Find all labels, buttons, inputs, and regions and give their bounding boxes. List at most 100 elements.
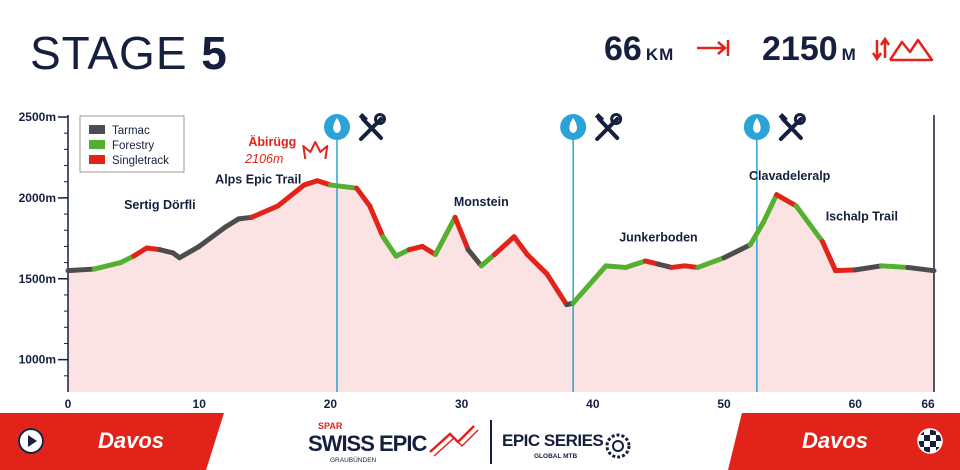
screwdriver-tip <box>594 113 605 123</box>
profile-line-layer <box>65 178 937 308</box>
logo-separator <box>490 420 492 464</box>
x-tick-label: 20 <box>324 397 338 411</box>
stage-number: 5 <box>201 27 228 79</box>
profile-segment <box>432 214 458 257</box>
legend: Tarmac Forestry Singletrack <box>79 115 185 173</box>
profile-segment <box>603 263 629 270</box>
profile-segment <box>222 216 242 230</box>
profile-segment <box>833 267 858 274</box>
profile-segment <box>760 192 780 225</box>
wrench-head <box>793 113 806 125</box>
x-tick-label: 40 <box>586 397 600 411</box>
place-label: Sertig Dörfli <box>124 198 196 212</box>
profile-segment <box>419 243 438 257</box>
profile-segment <box>793 203 825 245</box>
profile-area <box>68 180 934 392</box>
legend-label: Tarmac <box>112 125 150 137</box>
legend-swatch <box>89 140 105 149</box>
distance-stat: 66 KM <box>604 30 674 69</box>
svg-text:SWISS EPIC: SWISS EPIC <box>308 431 427 456</box>
stage-word: STAGE <box>30 27 188 79</box>
x-tick-label: 30 <box>455 397 469 411</box>
x-tick-label: 50 <box>717 397 731 411</box>
profile-segment <box>275 182 307 209</box>
tools-icon <box>358 113 386 141</box>
play-circle-icon <box>18 428 44 454</box>
wrench-head <box>373 113 386 125</box>
elevation-stat: 2150 M <box>762 30 857 69</box>
x-tick-label: 60 <box>849 397 863 411</box>
profile-segment <box>354 185 373 209</box>
summit-name: Äbirügg <box>248 134 296 149</box>
profile-segment <box>177 243 202 261</box>
profile-segment <box>774 192 799 209</box>
profile-segment <box>465 247 484 269</box>
distance-unit: KM <box>645 45 675 64</box>
profile-segment <box>91 260 123 272</box>
swiss-epic-logo: SPAR SWISS EPIC GRAUBÜNDEN <box>308 421 479 464</box>
legend-label: Forestry <box>112 140 154 152</box>
tools-icon <box>778 113 806 141</box>
y-tick-label: 1500m <box>19 272 56 286</box>
profile-segment <box>511 234 530 257</box>
profile-segment <box>570 263 609 306</box>
profile-segment <box>196 224 228 249</box>
place-label: Ischalp Trail <box>826 210 898 224</box>
annotation-layer: Sertig Dörfli Alps Epic Trail Monstein Junk… <box>124 134 898 245</box>
x-tick-label: 0 <box>65 397 72 411</box>
water-drop-icon <box>333 118 341 133</box>
x-tick-label: 10 <box>193 397 207 411</box>
tools-icon <box>594 113 623 141</box>
crown-icon <box>302 141 329 160</box>
stage-title: STAGE 5 <box>30 26 228 80</box>
screwdriver-shaft <box>597 117 620 140</box>
profile-segment <box>524 252 550 277</box>
legend-label: Singletrack <box>112 155 169 167</box>
place-label: Monstein <box>454 195 509 209</box>
profile-segment <box>905 264 937 274</box>
wrench-head <box>610 113 623 125</box>
y-tick-label: 2000m <box>19 191 56 205</box>
elevation-mountain-icon <box>872 36 934 62</box>
water-drop-icon <box>753 118 761 133</box>
profile-segment <box>65 266 97 274</box>
svg-text:GRAUBÜNDEN: GRAUBÜNDEN <box>330 456 377 464</box>
profile-segment <box>747 219 766 248</box>
legend-swatch <box>89 155 105 164</box>
profile-segment <box>367 203 386 240</box>
y-tick-label: 2500m <box>19 110 56 124</box>
screwdriver-tip <box>358 113 368 123</box>
place-label: Junkerboden <box>619 231 698 245</box>
profile-segment <box>721 242 753 261</box>
profile-segment <box>819 239 839 274</box>
profile-segment <box>623 258 648 270</box>
place-label: Clavadeleralp <box>749 169 831 183</box>
profile-segment <box>879 263 911 270</box>
profile-segment <box>695 255 727 270</box>
elevation-value: 2150 <box>762 30 838 68</box>
distance-value: 66 <box>604 30 642 68</box>
aid-station-layer <box>323 113 806 392</box>
distance-arrow-icon <box>697 40 730 56</box>
profile-segment <box>852 263 885 273</box>
profile-segment <box>544 271 570 308</box>
y-tick-label: 1000m <box>19 353 56 367</box>
water-drop-icon <box>569 118 577 133</box>
finish-city: Davos <box>802 428 869 453</box>
finish-flag-icon <box>917 428 943 454</box>
profile-segment <box>249 203 281 220</box>
svg-text:EPIC SERIES: EPIC SERIES <box>502 431 603 450</box>
profile-fill-layer <box>68 180 934 392</box>
summit-elevation: 2106m <box>244 152 283 166</box>
start-city: Davos <box>98 428 165 453</box>
screwdriver-tip <box>778 113 788 123</box>
screwdriver-shaft <box>360 117 383 140</box>
svg-text:SPAR: SPAR <box>318 421 343 431</box>
axes-layer: 1000m 1500m 2000m 2500m 0 10 20 30 40 50 60 66 <box>19 110 935 413</box>
x-tick-label: 66 <box>921 397 935 411</box>
svg-text:GLOBAL MTB: GLOBAL MTB <box>534 453 578 460</box>
profile-segment <box>131 245 150 259</box>
epic-series-logo: EPIC SERIES GLOBAL MTB <box>502 431 631 460</box>
